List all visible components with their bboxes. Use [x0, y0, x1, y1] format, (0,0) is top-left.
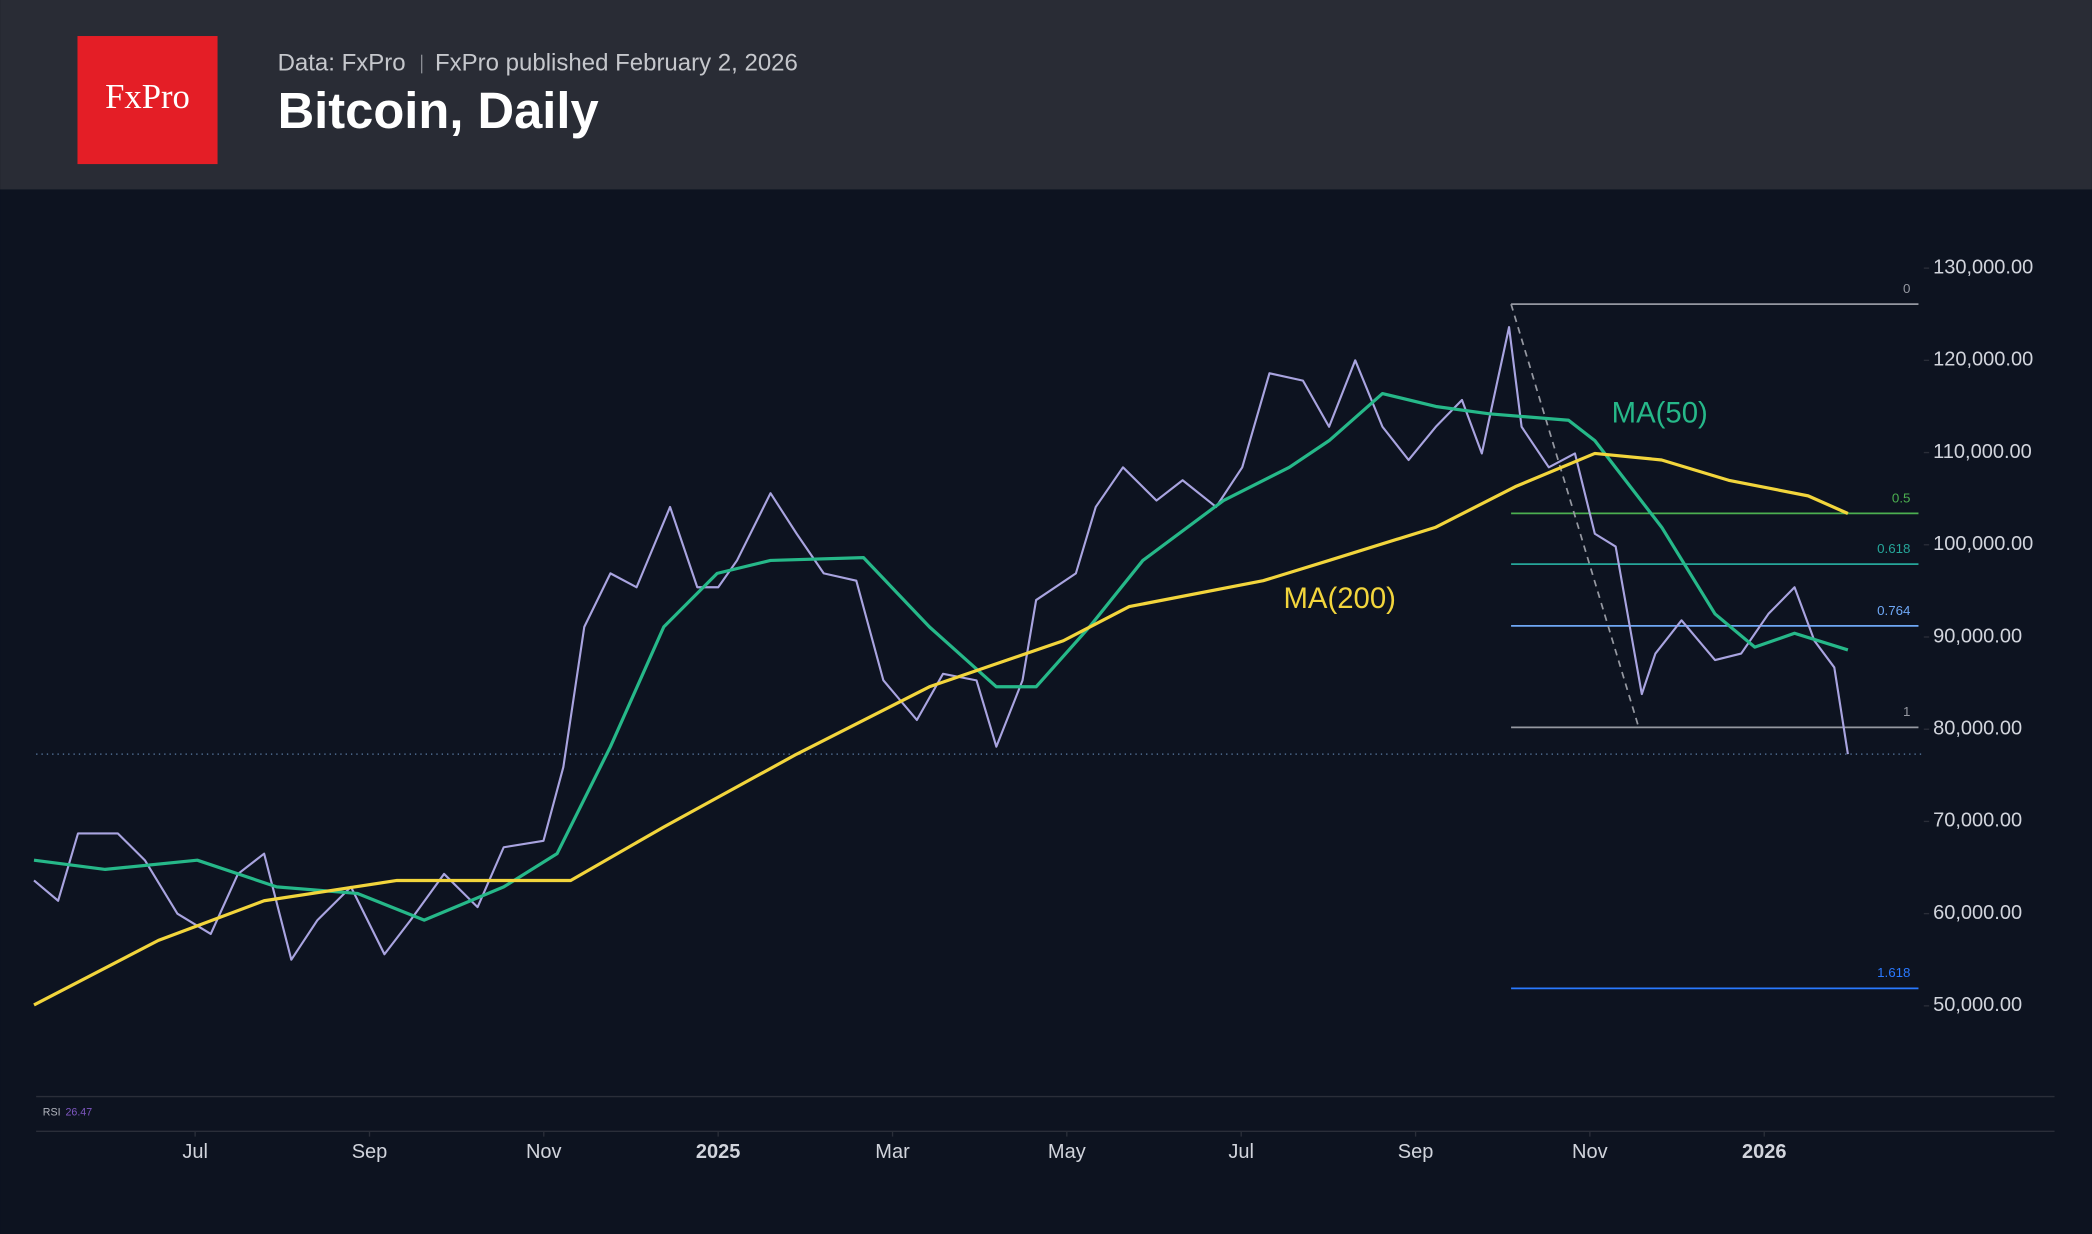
- x-tick-label: 2026: [1742, 1141, 1787, 1163]
- series-annotation: MA(50): [1612, 397, 1708, 430]
- series-annotation: MA(200): [1283, 582, 1395, 615]
- x-tick-label: 2025: [696, 1141, 741, 1163]
- y-tick-label: 80,000.00: [1933, 717, 2022, 739]
- x-tick-label: Mar: [875, 1141, 910, 1163]
- logo: FxPro: [105, 77, 190, 116]
- rsi-label: RSI: [43, 1106, 61, 1118]
- chart-title: Bitcoin, Daily: [278, 82, 599, 139]
- source: Data: FxPro: [278, 49, 406, 76]
- ma-line: [33, 451, 1849, 1007]
- price-line: [33, 326, 1849, 961]
- x-tick-label: Sep: [1398, 1141, 1434, 1163]
- fib-label: 0.618: [1877, 541, 1910, 556]
- fib-label: 0.5: [1892, 490, 1911, 505]
- x-tick-label: May: [1048, 1141, 1086, 1163]
- y-tick-label: 120,000.00: [1933, 349, 2033, 371]
- fib-label: 0: [1903, 281, 1910, 296]
- fib-label: 1: [1903, 704, 1910, 719]
- fib-trend: [1510, 303, 1640, 728]
- ma-line: [33, 391, 1849, 922]
- y-tick-label: 50,000.00: [1933, 994, 2022, 1016]
- x-tick-label: Sep: [352, 1141, 388, 1163]
- rsi-value: 26.47: [65, 1106, 92, 1118]
- logo-box: [77, 36, 218, 165]
- y-tick-label: 100,000.00: [1933, 533, 2033, 555]
- fib-label: 1.618: [1877, 965, 1910, 980]
- x-tick-label: Jul: [182, 1141, 208, 1163]
- x-tick-label: Nov: [526, 1141, 562, 1163]
- y-tick-label: 60,000.00: [1933, 902, 2022, 924]
- x-tick-label: Nov: [1572, 1141, 1608, 1163]
- y-tick-label: 130,000.00: [1933, 256, 2033, 278]
- header-band: [0, 0, 2092, 190]
- y-tick-label: 110,000.00: [1933, 441, 2032, 463]
- published: FxPro published February 2, 2026: [435, 49, 798, 76]
- y-tick-label: 70,000.00: [1933, 810, 2022, 832]
- y-tick-label: 90,000.00: [1933, 625, 2022, 647]
- fib-label: 0.764: [1877, 603, 1911, 618]
- x-tick-label: Jul: [1228, 1141, 1254, 1163]
